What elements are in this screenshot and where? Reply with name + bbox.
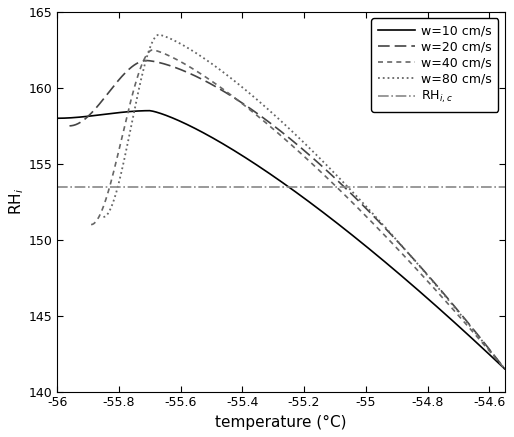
w=80 cm/s xyxy=(217,67,223,73)
w=40 cm/s xyxy=(384,236,391,241)
X-axis label: temperature (°C): temperature (°C) xyxy=(215,415,346,430)
w=20 cm/s xyxy=(220,88,226,94)
w=40 cm/s xyxy=(88,222,94,227)
w=10 cm/s xyxy=(401,276,407,281)
w=10 cm/s xyxy=(278,179,284,184)
w=20 cm/s xyxy=(319,163,325,169)
w=10 cm/s xyxy=(323,212,329,218)
Line: w=20 cm/s: w=20 cm/s xyxy=(69,61,505,369)
w=20 cm/s xyxy=(143,58,150,63)
w=20 cm/s xyxy=(305,151,311,156)
Y-axis label: RH$_i$: RH$_i$ xyxy=(7,188,26,215)
w=80 cm/s xyxy=(246,90,252,96)
w=80 cm/s xyxy=(171,38,177,43)
w=10 cm/s xyxy=(502,366,508,371)
w=80 cm/s xyxy=(156,32,162,37)
Line: w=40 cm/s: w=40 cm/s xyxy=(91,50,505,369)
w=40 cm/s xyxy=(283,137,289,142)
w=40 cm/s xyxy=(200,73,207,78)
w=80 cm/s xyxy=(132,107,138,112)
w=40 cm/s xyxy=(502,366,508,371)
w=40 cm/s xyxy=(150,47,156,52)
w=10 cm/s xyxy=(453,321,459,326)
w=10 cm/s xyxy=(146,108,153,113)
w=10 cm/s xyxy=(62,115,68,121)
w=40 cm/s xyxy=(410,263,416,268)
w=20 cm/s xyxy=(418,265,425,271)
w=10 cm/s xyxy=(177,119,183,124)
w=80 cm/s xyxy=(101,214,107,219)
w=80 cm/s xyxy=(288,128,294,133)
w=20 cm/s xyxy=(374,217,380,222)
w=20 cm/s xyxy=(66,123,72,128)
Line: w=80 cm/s: w=80 cm/s xyxy=(103,35,505,369)
Legend: w=10 cm/s, w=20 cm/s, w=40 cm/s, w=80 cm/s, RH$_{i,c}$: w=10 cm/s, w=20 cm/s, w=40 cm/s, w=80 cm… xyxy=(372,18,499,111)
Line: w=10 cm/s: w=10 cm/s xyxy=(57,111,505,369)
w=40 cm/s xyxy=(323,175,329,180)
w=20 cm/s xyxy=(291,140,298,145)
w=20 cm/s xyxy=(502,366,508,371)
w=80 cm/s xyxy=(100,215,106,220)
w=40 cm/s xyxy=(264,121,270,127)
w=10 cm/s xyxy=(54,116,60,121)
w=80 cm/s xyxy=(502,366,508,371)
